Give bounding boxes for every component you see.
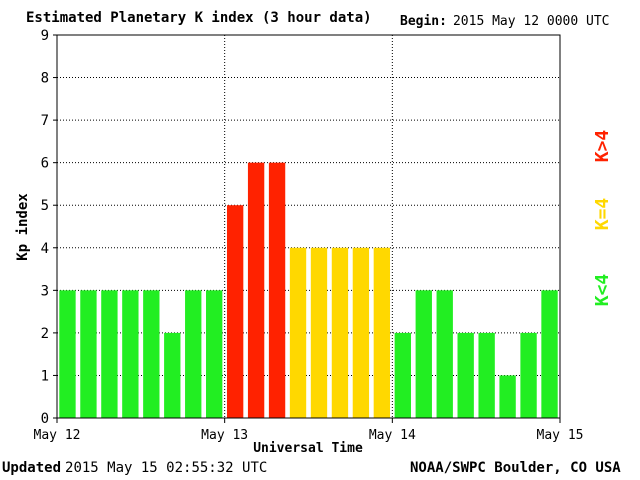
begin-info: Begin: 2015 May 12 0000 UTC [400,14,610,29]
y-tick-label: 0 [41,411,49,427]
kp-bar [436,290,453,418]
begin-value: 2015 May 12 0000 UTC [452,14,610,29]
kp-bar [185,290,202,418]
updated-label: Updated [2,460,62,476]
kp-bar [373,247,391,418]
kp-bar [331,247,349,418]
kp-bar [478,332,495,418]
kp-bar [415,290,432,418]
credit-text: NOAA/SWPC Boulder, CO USA [410,460,621,476]
y-tick-label: 8 [41,71,49,87]
kp-bar [268,162,286,418]
kp-bar [164,332,181,418]
kp-bar [457,332,474,418]
y-tick-label: 3 [41,283,49,299]
y-tick-label: 4 [41,241,49,257]
bars [59,162,558,418]
kp-bar [101,290,118,418]
kp-bar [541,290,558,418]
updated-value: 2015 May 15 02:55:32 UTC [65,460,268,476]
kp-bar [310,247,328,418]
x-tick-label: May 14 [369,428,416,443]
plot-frame [56,34,561,419]
kp-bar [352,247,370,418]
kp-bar [80,290,97,418]
kp-bar [499,375,516,418]
y-tick-label: 5 [41,198,49,214]
kp-bar [520,332,537,418]
kp-bar [206,290,223,418]
legend: K<4 K=4 K>4 [592,130,613,307]
x-tick-label: May 12 [34,428,81,443]
y-tick-label: 1 [41,368,49,384]
y-axis: 0 1 2 3 4 5 6 7 8 9 [41,28,57,427]
y-tick-label: 9 [41,28,49,44]
kp-bar [394,332,411,418]
legend-label: K=4 [592,198,613,231]
kp-bar [247,162,265,418]
kp-bar [289,247,307,418]
y-tick-label: 7 [41,113,49,129]
legend-label: K>4 [592,130,613,163]
y-axis-label: Kp index [15,193,31,261]
chart-title: Estimated Planetary K index (3 hour data… [26,10,372,26]
y-tick-label: 6 [41,156,49,172]
x-tick-label: May 15 [537,428,584,443]
kp-bar [226,205,244,418]
updated-info: Updated 2015 May 15 02:55:32 UTC [2,460,267,476]
legend-label: K<4 [592,274,613,307]
y-tick-label: 2 [41,326,49,342]
x-tick-label: May 13 [201,428,248,443]
x-axis-label: Universal Time [253,441,363,456]
begin-label: Begin: [400,14,447,29]
kp-bar [59,290,76,418]
grid [57,35,560,418]
kp-bar [143,290,160,418]
x-axis: May 12 May 13 May 14 May 15 [34,418,584,443]
kp-bar [122,290,139,418]
